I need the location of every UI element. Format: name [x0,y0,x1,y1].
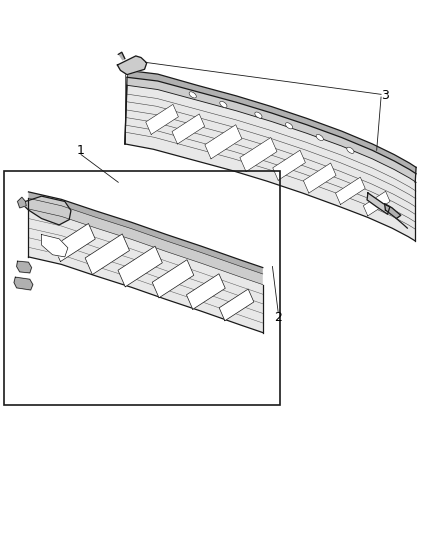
Polygon shape [14,277,33,290]
Polygon shape [28,198,263,285]
Polygon shape [219,289,254,321]
Polygon shape [42,235,68,257]
Text: 3: 3 [381,90,389,102]
Ellipse shape [189,92,196,98]
Ellipse shape [286,123,293,129]
Polygon shape [118,246,162,287]
Polygon shape [119,52,125,60]
Polygon shape [364,191,390,216]
Polygon shape [385,204,401,219]
Polygon shape [125,85,416,241]
Polygon shape [17,261,32,273]
Ellipse shape [347,147,354,154]
Polygon shape [304,163,336,193]
Polygon shape [187,274,225,309]
Polygon shape [18,197,26,208]
Polygon shape [367,193,390,214]
Ellipse shape [316,134,323,141]
Polygon shape [273,150,305,180]
Polygon shape [28,192,263,274]
Polygon shape [172,114,205,144]
Polygon shape [146,104,178,134]
Bar [4,171,280,405]
Text: 2: 2 [274,311,282,324]
Polygon shape [117,56,147,75]
Polygon shape [127,70,416,174]
Polygon shape [205,125,242,159]
Polygon shape [127,77,416,182]
Polygon shape [24,196,71,225]
Polygon shape [85,234,130,274]
Polygon shape [336,177,365,205]
Polygon shape [54,223,95,262]
Text: 1: 1 [77,144,85,157]
Polygon shape [28,209,263,333]
Ellipse shape [255,112,262,118]
Polygon shape [152,260,194,298]
Ellipse shape [220,101,227,108]
Polygon shape [240,138,277,172]
